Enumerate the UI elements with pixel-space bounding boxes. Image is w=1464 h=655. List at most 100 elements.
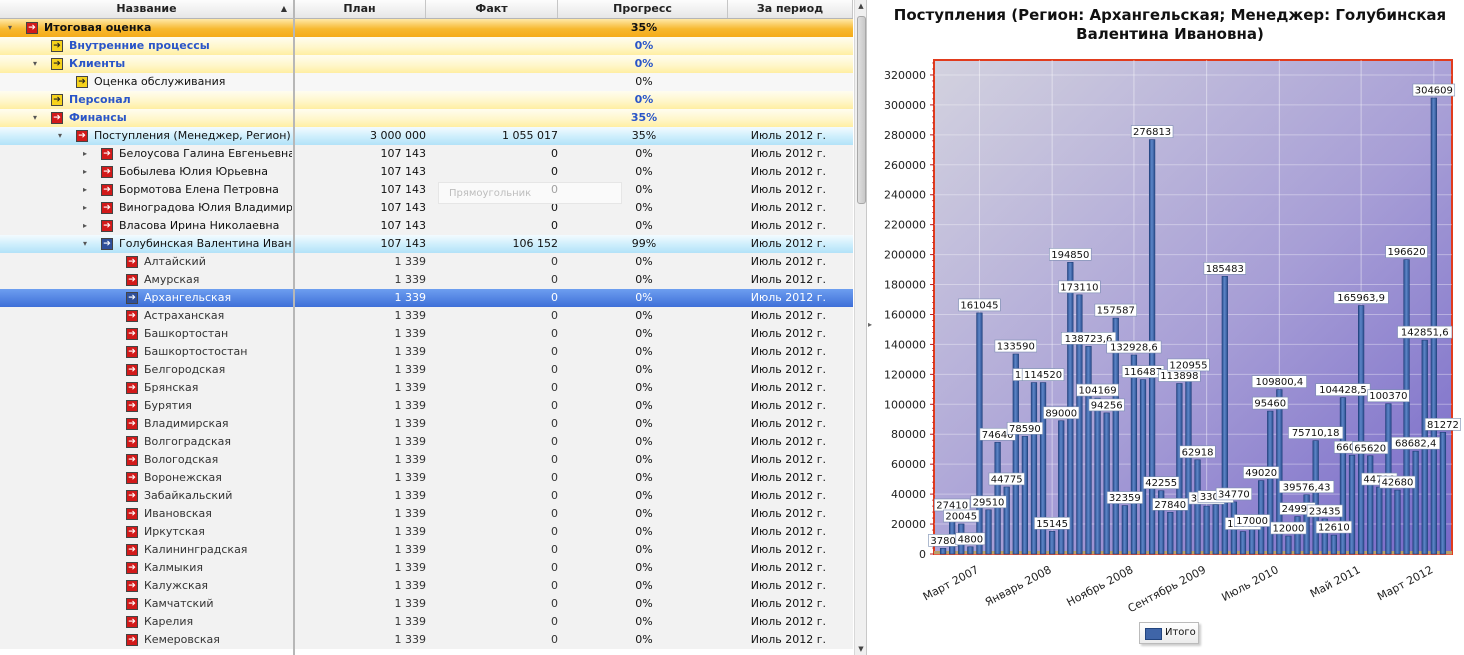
expand-icon[interactable]: ▸ <box>82 185 87 194</box>
table-row[interactable]: ➔ Калмыкия 1 339 0 0% Июль 2012 г. <box>0 559 853 577</box>
fact-value: 0 <box>551 507 558 520</box>
data-label-box <box>1034 517 1071 530</box>
status-arrow-icon: ➔ <box>101 148 113 160</box>
data-label: 15145 <box>1036 519 1068 530</box>
scroll-down-icon[interactable]: ▼ <box>858 645 864 653</box>
table-row[interactable]: ➔ Архангельская 1 339 0 0% Июль 2012 г. <box>0 289 853 307</box>
period-value: Июль 2012 г. <box>750 381 826 394</box>
fact-value: 0 <box>551 165 558 178</box>
table-row[interactable]: ➔ Иркутская 1 339 0 0% Июль 2012 г. <box>0 523 853 541</box>
table-row[interactable]: ➔ Оценка обслуживания 0% <box>0 73 853 91</box>
chart-bar <box>1058 420 1065 555</box>
collapse-icon[interactable]: ▾ <box>7 23 12 32</box>
table-row[interactable]: ▾ ➔ Финансы 35% <box>0 109 853 127</box>
data-label-box <box>1243 466 1280 479</box>
data-label-box <box>1203 262 1247 275</box>
table-row[interactable]: ➔ Персонал 0% <box>0 91 853 109</box>
table-row[interactable]: ➔ Кемеровская 1 339 0 0% Июль 2012 г. <box>0 631 853 649</box>
table-row[interactable]: ▾ ➔ Клиенты 0% <box>0 55 853 73</box>
table-row[interactable]: ➔ Астраханская 1 339 0 0% Июль 2012 г. <box>0 307 853 325</box>
column-header-period[interactable]: За период <box>728 0 853 18</box>
column-header-plan[interactable]: План <box>294 0 426 18</box>
progress-value: 35% <box>630 21 658 34</box>
name-cell: ➔ Камчатский <box>0 595 292 613</box>
scrollbar-thumb[interactable] <box>857 16 866 204</box>
plan-value: 1 339 <box>394 489 427 502</box>
collapse-icon[interactable]: ▾ <box>32 59 37 68</box>
table-row[interactable]: ➔ Башкортостан 1 339 0 0% Июль 2012 г. <box>0 325 853 343</box>
table-row[interactable]: ➔ Калининградская 1 339 0 0% Июль 2012 г. <box>0 541 853 559</box>
table-row[interactable]: ▾ ➔ Итоговая оценка 35% <box>0 19 853 37</box>
table-row[interactable]: ▾ ➔ Поступления (Менеджер, Регион) 3 000 00… <box>0 127 853 145</box>
table-row[interactable]: ➔ Волгоградская 1 339 0 0% Июль 2012 г. <box>0 433 853 451</box>
fact-value: 0 <box>551 453 558 466</box>
table-row[interactable]: ➔ Камчатский 1 339 0 0% Июль 2012 г. <box>0 595 853 613</box>
period-value: Июль 2012 г. <box>750 615 826 628</box>
table-row[interactable]: ▸ ➔ Белоусова Галина Евгеньевна 107 143 0 0% И… <box>0 145 853 163</box>
table-row[interactable]: ➔ Амурская 1 339 0 0% Июль 2012 г. <box>0 271 853 289</box>
period-value: Июль 2012 г. <box>750 453 826 466</box>
status-arrow-icon: ➔ <box>51 112 63 124</box>
y-tick-label: 300000 <box>884 99 926 112</box>
data-label-box <box>1006 422 1043 435</box>
column-divider[interactable] <box>293 0 295 655</box>
status-arrow-icon: ➔ <box>126 382 138 394</box>
data-label: 304609 <box>1415 86 1453 97</box>
table-row[interactable]: ▸ ➔ Бобылева Юлия Юрьевна 107 143 0 0% Июль 20… <box>0 163 853 181</box>
period-value: Июль 2012 г. <box>750 525 826 538</box>
collapse-icon[interactable]: ▾ <box>82 239 87 248</box>
status-arrow-icon: ➔ <box>101 184 113 196</box>
collapse-icon[interactable]: ▾ <box>57 131 62 140</box>
table-row[interactable]: ➔ Воронежская 1 339 0 0% Июль 2012 г. <box>0 469 853 487</box>
column-header-progress[interactable]: Прогресс <box>558 0 728 18</box>
expand-icon[interactable]: ▸ <box>82 167 87 176</box>
table-row[interactable]: ➔ Ивановская 1 339 0 0% Июль 2012 г. <box>0 505 853 523</box>
table-row[interactable]: ▸ ➔ Власова Ирина Николаевна 107 143 0 0% Июль… <box>0 217 853 235</box>
column-header-name[interactable]: Название ▲ <box>0 0 294 18</box>
table-row[interactable]: ➔ Брянская 1 339 0 0% Июль 2012 г. <box>0 379 853 397</box>
table-row[interactable]: ➔ Калужская 1 339 0 0% Июль 2012 г. <box>0 577 853 595</box>
fact-value: 0 <box>551 201 558 214</box>
expand-icon[interactable]: ▸ <box>82 203 87 212</box>
table-row[interactable]: ➔ Бурятия 1 339 0 0% Июль 2012 г. <box>0 397 853 415</box>
name-cell: ➔ Волгоградская <box>0 433 292 451</box>
row-name: Иркутская <box>144 525 205 538</box>
fact-value: 0 <box>551 399 558 412</box>
expand-icon[interactable]: ▸ <box>82 221 87 230</box>
table-row[interactable]: ➔ Владимирская 1 339 0 0% Июль 2012 г. <box>0 415 853 433</box>
status-arrow-icon: ➔ <box>126 616 138 628</box>
table-row[interactable]: ➔ Забайкальский 1 339 0 0% Июль 2012 г. <box>0 487 853 505</box>
row-name: Камчатский <box>144 597 214 610</box>
table-row[interactable]: ➔ Карелия 1 339 0 0% Июль 2012 г. <box>0 613 853 631</box>
period-value: Июль 2012 г. <box>750 291 826 304</box>
period-value: Июль 2012 г. <box>750 471 826 484</box>
table-row[interactable]: ➔ Башкортостостан 1 339 0 0% Июль 2012 г. <box>0 343 853 361</box>
progress-value: 35% <box>631 129 657 142</box>
progress-value: 0% <box>635 435 653 448</box>
data-label-box <box>1279 480 1335 494</box>
chart-bar <box>939 548 947 555</box>
expand-icon[interactable]: ▸ <box>82 149 87 158</box>
chart-bar <box>1012 353 1019 555</box>
column-header-fact[interactable]: Факт <box>426 0 558 18</box>
table-row[interactable]: ➔ Внутренние процессы 0% <box>0 37 853 55</box>
panel-splitter[interactable]: ▸ <box>867 0 875 655</box>
table-row[interactable]: ▾ ➔ Голубинская Валентина Ивано… 107 143 106… <box>0 235 853 253</box>
data-label-box <box>1270 521 1307 535</box>
table-row[interactable]: ➔ Алтайский 1 339 0 0% Июль 2012 г. <box>0 253 853 271</box>
table-row[interactable]: ➔ Белгородская 1 339 0 0% Июль 2012 г. <box>0 361 853 379</box>
data-label: 23435 <box>1309 506 1341 517</box>
data-label-box <box>1234 514 1271 527</box>
data-label-box <box>1106 340 1162 354</box>
vertical-scrollbar[interactable]: ▲ ▼ <box>854 0 866 655</box>
table-row[interactable]: ➔ Вологодская 1 339 0 0% Июль 2012 г. <box>0 451 853 469</box>
data-label: 81272 <box>1427 420 1459 431</box>
fact-value <box>428 109 558 127</box>
scroll-up-icon[interactable]: ▲ <box>858 2 864 10</box>
table-row[interactable]: ▸ ➔ Виноградова Юлия Владимиро… 107 143 0 0% И… <box>0 199 853 217</box>
collapse-icon[interactable]: ▾ <box>32 113 37 122</box>
legend-label: Итого <box>1165 627 1196 638</box>
progress-value: 0% <box>635 147 653 160</box>
chart-bar <box>1412 450 1419 555</box>
